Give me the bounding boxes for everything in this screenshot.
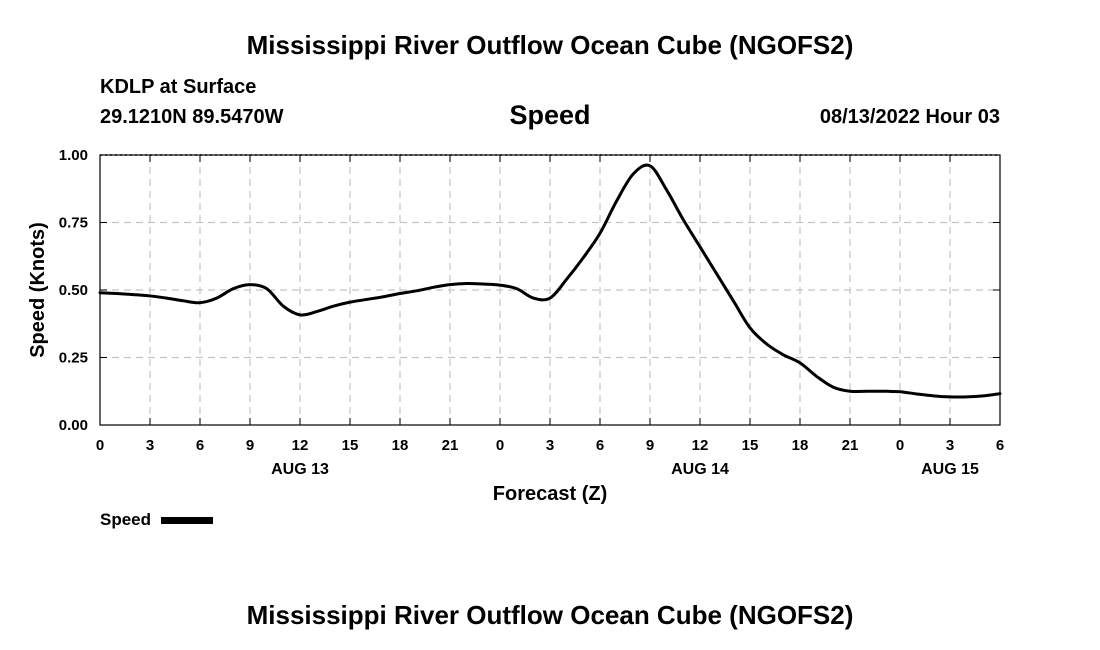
x-tick-label: 0 [496,437,504,454]
x-tick-label: 21 [442,437,459,454]
x-tick-label: 21 [842,437,859,454]
x-tick-label: 0 [96,437,104,454]
datetime-label: 08/13/2022 Hour 03 [819,106,1000,128]
x-tick-label: 9 [246,437,254,454]
grid-lines [100,155,1000,425]
y-tick-label: 0.25 [59,350,88,367]
chart-title: Speed [509,100,591,130]
day-label: AUG 15 [921,461,979,478]
legend-label: Speed [100,510,151,529]
x-tick-label: 0 [896,437,904,454]
y-axis-label: Speed (Knots) [27,222,49,358]
x-tick-label: 12 [292,437,309,454]
x-tick-label: 3 [946,437,954,454]
x-tick-label: 12 [692,437,709,454]
y-tick-label: 0.00 [59,417,88,434]
coordinates-label: 29.1210N 89.5470W [100,106,284,128]
series-layer [98,163,1002,399]
x-tick-label: 6 [196,437,204,454]
x-tick-label: 6 [596,437,604,454]
x-tick-label: 18 [392,437,409,454]
y-tick-label: 1.00 [59,147,88,164]
page-title: Mississippi River Outflow Ocean Cube (NG… [246,30,854,60]
day-label: AUG 13 [271,461,329,478]
page-title-bottom: Mississippi River Outflow Ocean Cube (NG… [246,600,854,630]
y-tick-label: 0.50 [59,282,88,299]
legend-swatch [161,517,213,524]
x-tick-label: 9 [646,437,654,454]
speed-series-line [98,163,1002,399]
x-tick-label: 18 [792,437,809,454]
x-tick-label: 6 [996,437,1004,454]
x-tick-label: 15 [342,437,359,454]
station-label: KDLP at Surface [100,76,257,98]
day-label: AUG 14 [671,461,729,478]
x-tick-label: 3 [546,437,554,454]
x-tick-label: 15 [742,437,759,454]
y-tick-label: 0.75 [59,215,88,232]
x-axis-label: Forecast (Z) [493,483,607,505]
axis-ticks: 0 3 6 9 12 15 18 21 0 3 6 9 12 15 18 21 0 3 6 AUG 13 AUG 14 A… [59,147,1004,478]
x-tick-label: 3 [146,437,154,454]
